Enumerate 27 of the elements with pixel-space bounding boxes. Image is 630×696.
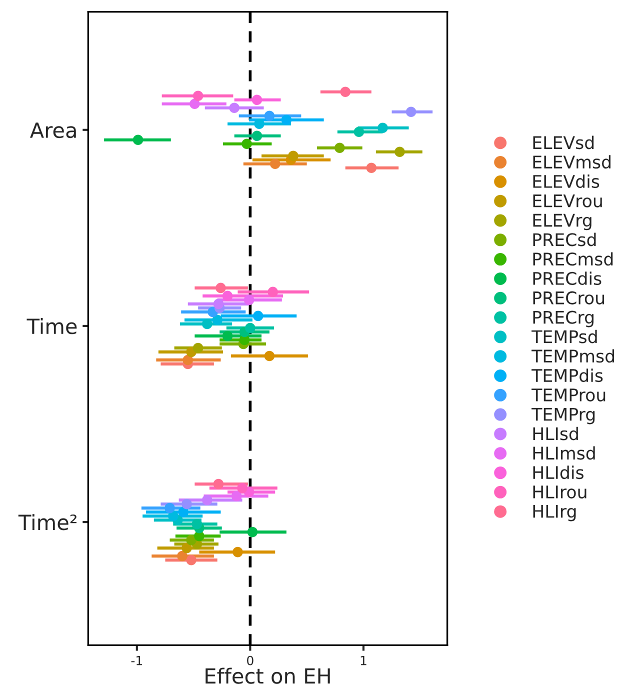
- legend-label: PRECrou: [533, 291, 604, 304]
- legend-label: TEMPrg: [532, 408, 595, 424]
- legend-label: ELEVrou: [533, 194, 602, 208]
- x-axis-title: Effect on EH: [206, 668, 330, 684]
- legend-label: HLIrg: [533, 505, 576, 522]
- legend-label: TEMProu: [532, 388, 606, 402]
- x-tick-label: 1: [360, 656, 366, 666]
- legend-label: PRECrg: [533, 310, 594, 328]
- x-tick-label: -1: [131, 656, 142, 666]
- legend-label: ELEVsd: [533, 136, 594, 150]
- legend-label: PRECsd: [533, 232, 596, 246]
- legend-label: PRECmsd: [533, 252, 613, 266]
- legend-label: TEMPsd: [532, 330, 597, 344]
- legend-label: HLIdis: [533, 466, 584, 480]
- legend-label: HLIrou: [533, 486, 586, 499]
- legend-label: ELEVmsd: [533, 155, 610, 169]
- y-tick-label: Time: [26, 318, 77, 334]
- legend-label: HLImsd: [533, 446, 595, 460]
- y-tick-label: Time²: [18, 514, 76, 530]
- legend-label: ELEVrg: [533, 214, 592, 230]
- legend-label: HLIsd: [533, 426, 578, 440]
- legend-label: ELEVdis: [533, 174, 600, 188]
- legend-label: TEMPdis: [532, 368, 603, 382]
- x-tick-label: 0: [247, 656, 254, 666]
- legend-label: TEMPmsd: [532, 349, 614, 363]
- legend-label: PRECdis: [533, 272, 602, 286]
- y-tick-label: Area: [30, 122, 76, 138]
